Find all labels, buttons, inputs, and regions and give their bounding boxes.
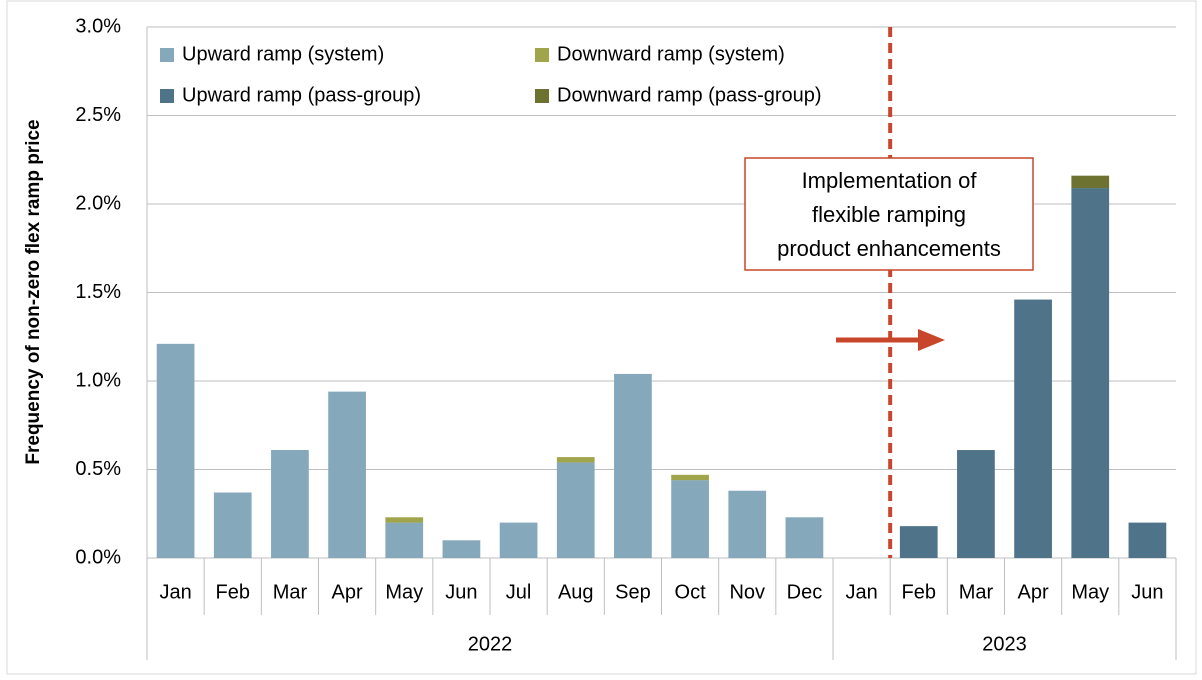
x-tick-label: May	[1071, 581, 1109, 603]
bar	[328, 391, 366, 558]
y-tick-label: 3.0%	[75, 15, 121, 37]
bar	[785, 517, 824, 558]
chart-border	[6, 0, 1197, 675]
x-tick-label: Jun	[445, 581, 477, 603]
x-tick-label: Jul	[506, 581, 532, 603]
x-tick-label: Feb	[902, 581, 936, 603]
bar	[385, 517, 424, 523]
bar	[614, 373, 652, 558]
x-tick-label: Jan	[159, 581, 191, 603]
bar	[385, 522, 424, 558]
bar	[728, 490, 767, 558]
legend-label: Downward ramp (pass-group)	[557, 84, 822, 106]
bar	[556, 457, 595, 463]
bar	[1071, 188, 1110, 558]
bar	[156, 343, 195, 558]
bar	[899, 526, 938, 558]
y-tick-label: 2.5%	[75, 104, 121, 126]
y-tick-label: 2.0%	[75, 192, 121, 214]
bar	[213, 492, 252, 558]
x-tick-label: Apr	[332, 581, 363, 603]
bar	[499, 522, 538, 558]
bar	[671, 480, 709, 558]
bar	[957, 450, 995, 558]
bar	[1128, 522, 1167, 558]
legend-swatch	[160, 48, 174, 62]
bar	[1071, 175, 1110, 189]
legend-swatch	[535, 48, 549, 62]
bar	[556, 462, 595, 558]
x-tick-label: Apr	[1018, 581, 1049, 603]
annotation-text: product enhancements	[777, 236, 1001, 261]
x-tick-label: Mar	[273, 581, 308, 603]
y-tick-label: 0.5%	[75, 458, 121, 480]
x-tick-label: Feb	[216, 581, 250, 603]
legend-label: Upward ramp (pass-group)	[182, 84, 421, 106]
x-tick-label: Jan	[845, 581, 877, 603]
y-tick-label: 0.0%	[75, 546, 121, 568]
x-tick-label: May	[385, 581, 423, 603]
legend-label: Downward ramp (system)	[557, 43, 785, 65]
group-label: 2023	[982, 633, 1027, 655]
x-tick-label: Aug	[558, 581, 594, 603]
group-label: 2022	[468, 633, 513, 655]
annotation-arrowhead	[918, 329, 945, 351]
y-tick-label: 1.5%	[75, 281, 121, 303]
x-tick-label: Oct	[675, 581, 707, 603]
x-tick-label: Mar	[959, 581, 994, 603]
x-tick-label: Dec	[787, 581, 823, 603]
bar	[442, 540, 481, 558]
bar	[1014, 299, 1052, 558]
x-tick-label: Nov	[729, 581, 765, 603]
y-axis-title: Frequency of non-zero flex ramp price	[23, 119, 44, 464]
legend-label: Upward ramp (system)	[182, 43, 384, 65]
legend-swatch	[160, 89, 174, 103]
y-tick-label: 1.0%	[75, 369, 121, 391]
annotation-text: Implementation of	[802, 168, 978, 193]
annotation-box	[744, 157, 1034, 271]
legend-swatch	[535, 89, 549, 103]
bar	[271, 450, 309, 558]
x-tick-label: Jun	[1131, 581, 1163, 603]
bar	[671, 474, 709, 481]
annotation-text: flexible ramping	[812, 202, 966, 227]
x-tick-label: Sep	[615, 581, 651, 603]
